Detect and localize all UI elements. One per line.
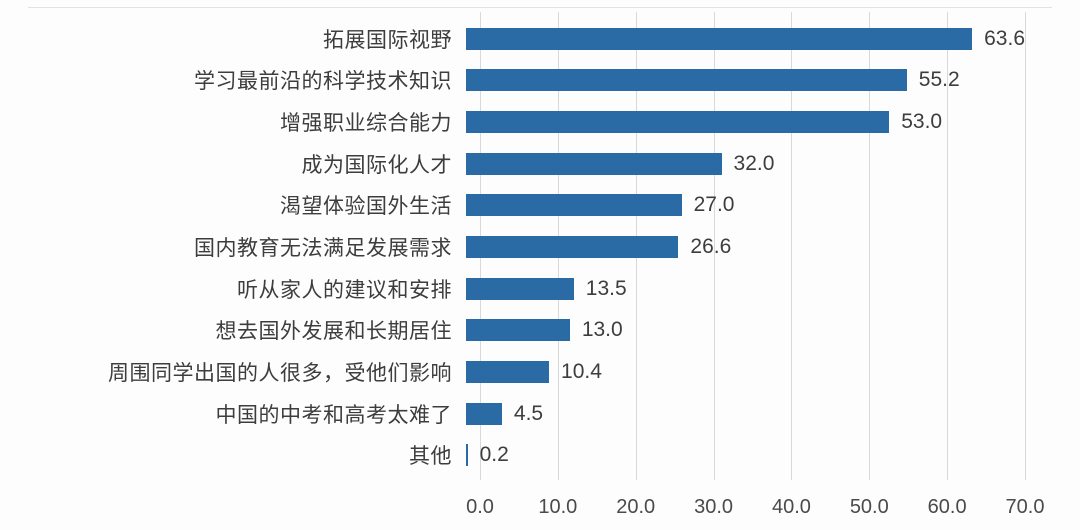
- bar-row: 国内教育无法满足发展需求 26.6: [0, 226, 1080, 268]
- bar-row: 其他 0.2: [0, 434, 1080, 476]
- category-label: 增强职业综合能力: [280, 112, 452, 136]
- bar: [466, 194, 682, 217]
- bar: [466, 152, 722, 175]
- x-tick-label: 0.0: [466, 496, 494, 518]
- x-tick-label: 70.0: [1005, 496, 1045, 518]
- category-label: 学习最前沿的科学技术知识: [194, 70, 452, 94]
- value-label: 53.0: [901, 110, 943, 134]
- value-label: 13.5: [585, 276, 627, 300]
- bar-track: 4.5: [466, 401, 1025, 425]
- value-label: 55.2: [918, 68, 960, 92]
- bar: [466, 444, 468, 467]
- value-label: 10.4: [561, 359, 602, 383]
- top-border-line: [28, 7, 1052, 8]
- bar-row: 想去国外发展和长期居住 13.0: [0, 309, 1080, 351]
- bar-track: 13.0: [466, 318, 1025, 342]
- bar-track: 53.0: [466, 110, 1025, 134]
- bar-row: 拓展国际视野 63.6: [0, 18, 1080, 60]
- bar: [466, 402, 502, 425]
- gridline: [947, 12, 949, 480]
- bar-row: 增强职业综合能力 53.0: [0, 101, 1080, 143]
- bar-row: 渴望体验国外生活 27.0: [0, 185, 1080, 227]
- bar-row: 周围同学出国的人很多，受他们影响 10.4: [0, 351, 1080, 393]
- bar-row: 学习最前沿的科学技术知识 55.2: [0, 60, 1080, 102]
- value-label: 27.0: [693, 193, 735, 217]
- category-label: 周围同学出国的人很多，受他们影响: [108, 361, 452, 385]
- category-label: 国内教育无法满足发展需求: [194, 237, 452, 261]
- bar-row: 中国的中考和高考太难了 4.5: [0, 393, 1080, 435]
- category-label: 想去国外发展和长期居住: [215, 320, 452, 344]
- x-tick-label: 10.0: [538, 496, 578, 518]
- category-label: 听从家人的建议和安排: [237, 278, 452, 302]
- category-label: 渴望体验国外生活: [280, 195, 452, 219]
- bar-row: 听从家人的建议和安排 13.5: [0, 268, 1080, 310]
- gridline: [791, 12, 793, 480]
- category-label: 其他: [409, 445, 452, 469]
- category-label: 拓展国际视野: [323, 28, 452, 52]
- gridline: [869, 12, 871, 480]
- x-tick-label: 50.0: [849, 496, 889, 518]
- value-label: 63.6: [984, 26, 1025, 50]
- x-axis: 0.0 10.0 20.0 30.0 40.0 50.0 60.0 70.0: [466, 496, 1044, 522]
- bar: [466, 236, 679, 259]
- value-label: 4.5: [513, 401, 544, 425]
- value-label: 13.0: [581, 318, 623, 342]
- bar-row: 成为国际化人才 32.0: [0, 143, 1080, 185]
- bar-track: 27.0: [466, 193, 1025, 217]
- x-tick-label: 40.0: [771, 496, 811, 518]
- gridline: [713, 12, 715, 480]
- bar-track: 63.6: [466, 26, 1025, 50]
- bar: [466, 319, 570, 342]
- category-label: 中国的中考和高考太难了: [215, 403, 452, 427]
- x-tick-label: 30.0: [694, 496, 734, 518]
- bar: [466, 111, 890, 134]
- bar-track: 0.2: [466, 443, 1025, 467]
- bar-track: 32.0: [466, 151, 1025, 175]
- value-label: 0.2: [479, 443, 509, 467]
- bar-track: 55.2: [466, 68, 1025, 92]
- bar-rows: 拓展国际视野 63.6 学习最前沿的科学技术知识 55.2 增强职业综合能力 53.0 成为…: [0, 18, 1080, 476]
- bar: [466, 277, 574, 300]
- bar-track: 13.5: [466, 276, 1025, 300]
- gridline: [1025, 12, 1026, 480]
- value-label: 26.6: [690, 235, 732, 259]
- bar: [466, 27, 973, 50]
- value-label: 32.0: [733, 151, 775, 175]
- x-tick-label: 20.0: [616, 496, 656, 518]
- x-tick-label: 60.0: [927, 496, 967, 518]
- bar: [466, 360, 550, 383]
- bar: [466, 69, 907, 92]
- bar-track: 10.4: [466, 359, 1025, 383]
- bar-track: 26.6: [466, 235, 1025, 259]
- category-label: 成为国际化人才: [301, 153, 452, 177]
